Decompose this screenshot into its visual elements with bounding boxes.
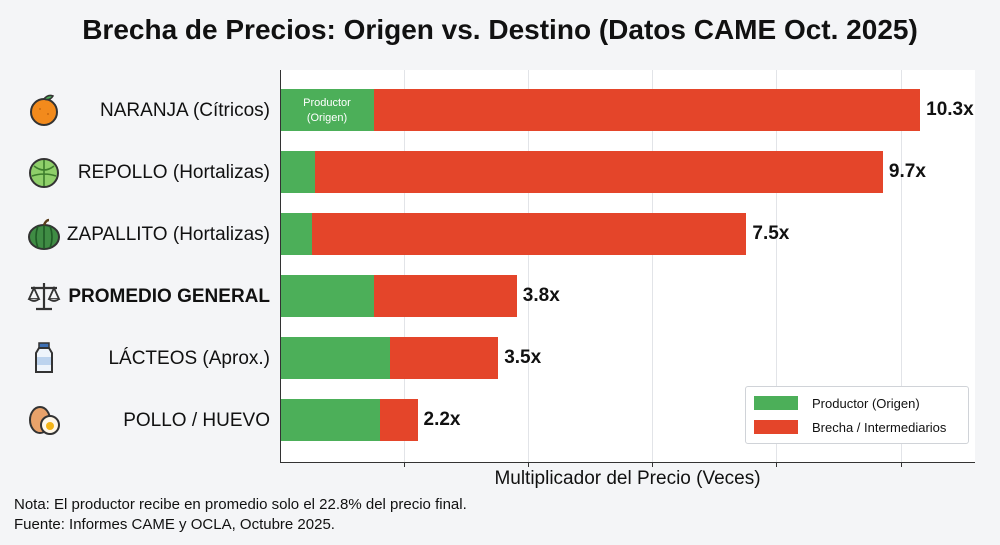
egg-icon	[24, 400, 64, 440]
gridline-6	[652, 70, 654, 462]
value-label-row-3: 7.5x	[752, 223, 790, 244]
cabbage-icon	[24, 152, 64, 192]
bar-productor-row-3	[281, 213, 313, 255]
category-label: POLLO / HUEVO	[123, 410, 270, 431]
inbar-label-line-1: Productor	[303, 97, 351, 109]
x-tick-2	[404, 462, 406, 467]
inbar-label-line-2: (Origen)	[306, 112, 348, 124]
x-tick-8	[776, 462, 778, 467]
category-label: REPOLLO (Hortalizas)	[77, 162, 270, 183]
legend-swatch-red	[754, 420, 798, 434]
x-axis-line	[280, 462, 975, 463]
value-label-row-1: 10.3x	[926, 99, 974, 120]
bar-brecha-row-1	[374, 89, 921, 131]
legend-item-brecha: Brecha / Intermediarios	[754, 418, 946, 436]
orange-icon	[24, 90, 64, 130]
bar-productor-row-1	[281, 89, 375, 131]
x-axis-label: Multiplicador del Precio (Veces)	[494, 468, 761, 489]
gridline-4	[528, 70, 530, 462]
x-tick-4	[528, 462, 530, 467]
footnote: Nota: El productor recibe en promedio so…	[14, 496, 467, 513]
category-label: PROMEDIO GENERAL	[68, 286, 270, 307]
squash-icon	[24, 214, 64, 254]
bar-brecha-row-5	[389, 337, 499, 379]
bar-productor-row-5	[281, 337, 390, 379]
gridline-10	[900, 70, 902, 462]
milk-bottle-icon	[24, 338, 64, 378]
scale-icon	[24, 276, 64, 316]
source-note: Fuente: Informes CAME y OCLA, Octubre 20…	[14, 516, 335, 533]
legend-label-brecha: Brecha / Intermediarios	[812, 419, 947, 435]
value-label-row-4: 3.8x	[522, 285, 560, 306]
gridline-2	[404, 70, 406, 462]
x-tick-6	[652, 462, 654, 467]
category-label: NARANJA (Cítricos)	[100, 100, 270, 121]
legend: Productor (Origen) Brecha / Intermediari…	[745, 386, 969, 444]
category-label: LÁCTEOS (Aprox.)	[108, 348, 270, 369]
value-label-row-6: 2.2x	[423, 409, 461, 430]
bar-brecha-row-6	[380, 399, 418, 441]
bar-productor-row-4	[281, 275, 375, 317]
value-label-row-5: 3.5x	[504, 347, 542, 368]
bar-productor-row-2	[281, 151, 316, 193]
bar-brecha-row-2	[315, 151, 883, 193]
category-label: ZAPALLITO (Hortalizas)	[66, 224, 270, 245]
legend-item-productor: Productor (Origen)	[754, 394, 920, 412]
bar-brecha-row-3	[312, 213, 747, 255]
chart-title: Brecha de Precios: Origen vs. Destino (D…	[82, 14, 918, 45]
legend-label-productor: Productor (Origen)	[812, 395, 920, 411]
gridline-8	[776, 70, 778, 462]
value-label-row-2: 9.7x	[888, 161, 926, 182]
bar-brecha-row-4	[374, 275, 517, 317]
bar-productor-row-6	[281, 399, 381, 441]
inbar-label: Productor (Origen)	[282, 96, 372, 130]
x-tick-10	[900, 462, 902, 467]
legend-swatch-green	[754, 396, 798, 410]
y-axis-line	[280, 70, 281, 462]
